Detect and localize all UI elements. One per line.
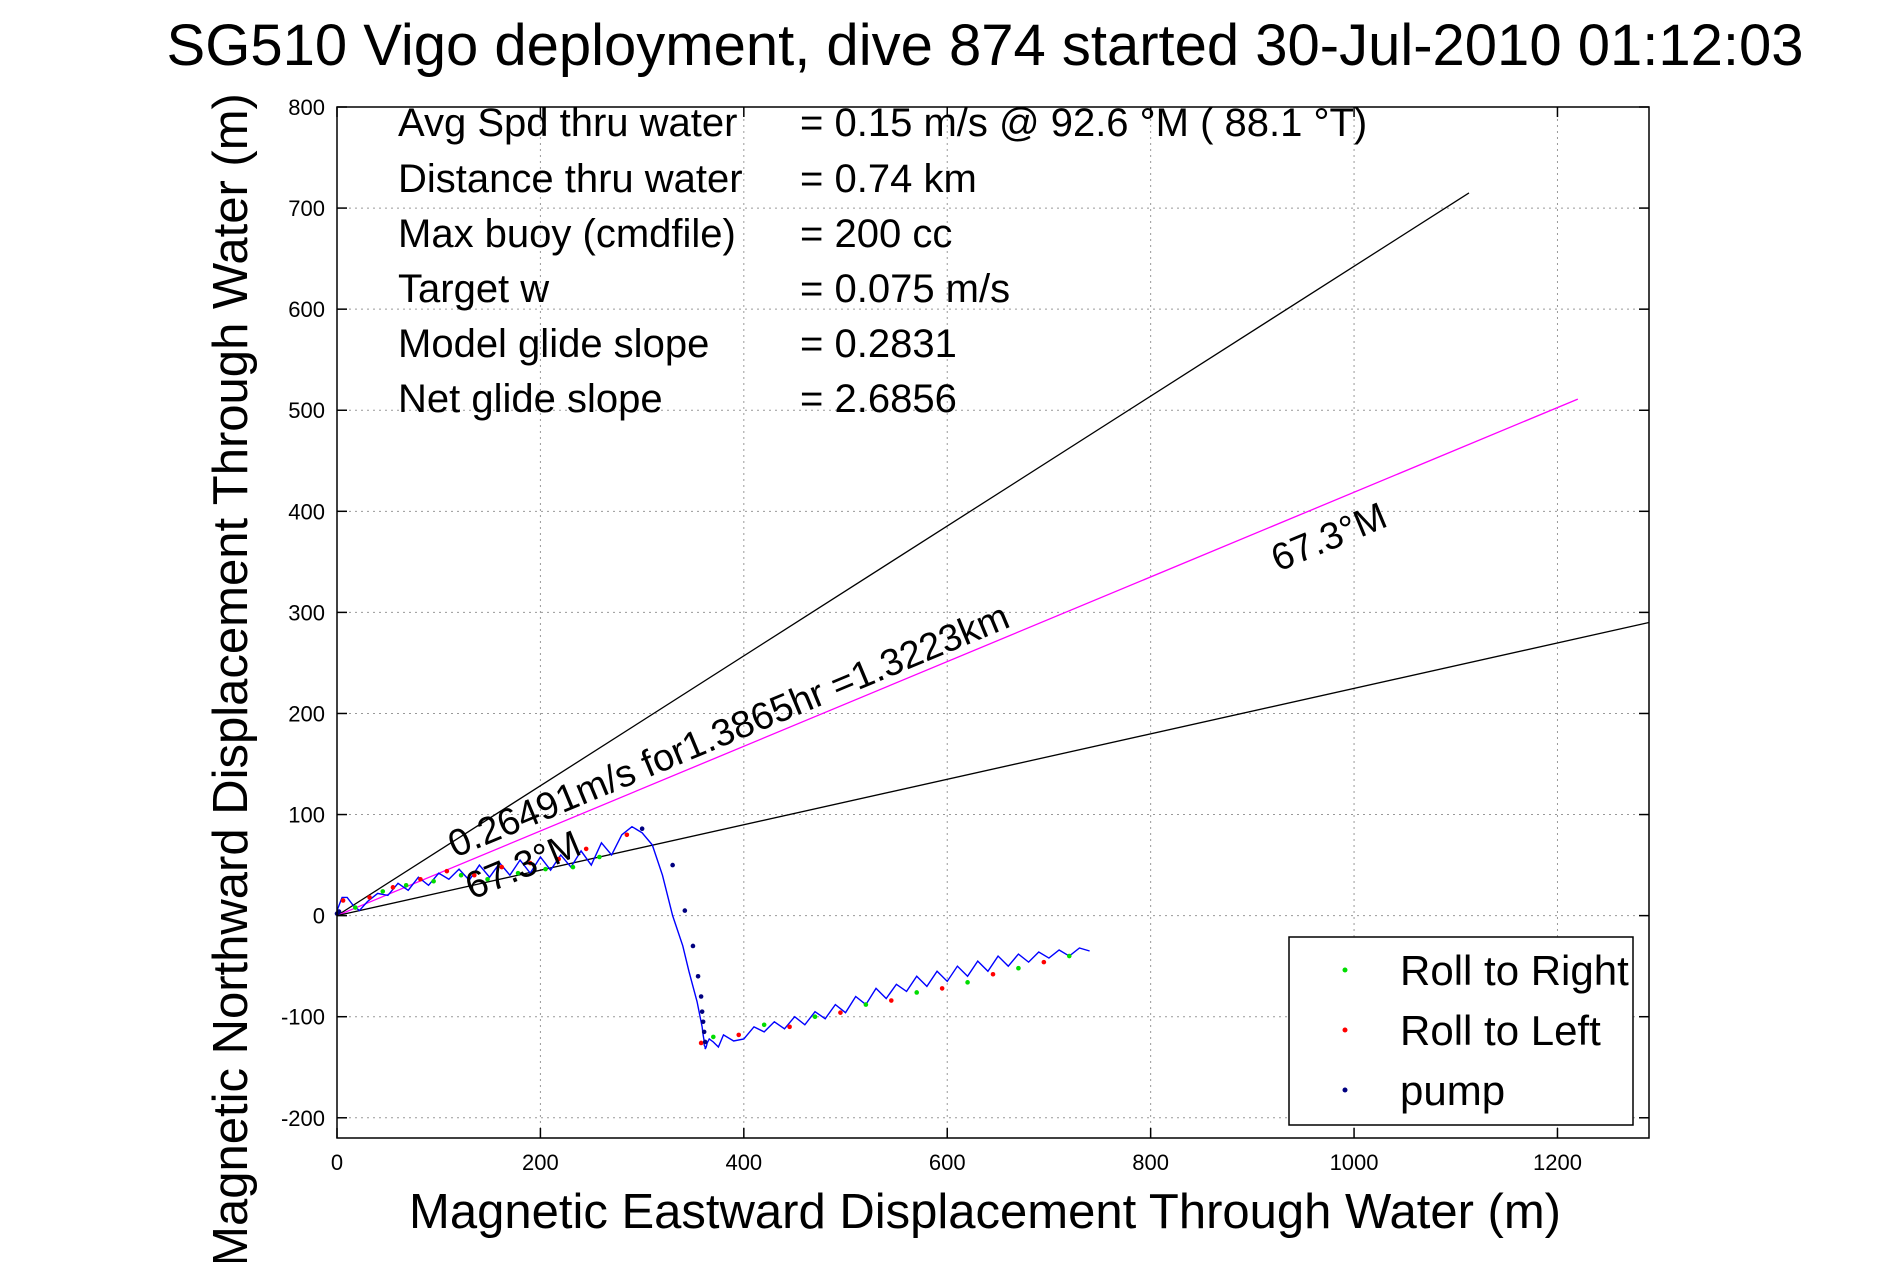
point-roll-to-right [431, 878, 436, 884]
legend-label-pump: pump [1400, 1067, 1505, 1114]
point-roll-to-left [367, 895, 372, 900]
point-roll-to-right [863, 1002, 869, 1007]
legend-marker-pump [1342, 1087, 1348, 1093]
point-pump [690, 943, 696, 949]
x-tick-label: 800 [1132, 1150, 1169, 1175]
point-pump [699, 1009, 705, 1014]
x-tick-label: 400 [725, 1150, 762, 1175]
y-axis-label: Magnetic Northward Displacement Through … [204, 93, 258, 1262]
info-label-4: Model glide slope [398, 322, 709, 366]
legend-label-roll-left: Roll to Left [1400, 1007, 1601, 1054]
point-pump [701, 1029, 707, 1035]
y-tick-label: 100 [288, 803, 325, 828]
info-value-3: = 0.075 m/s [800, 267, 1010, 311]
point-roll-to-left [583, 846, 589, 852]
point-roll-to-left [472, 872, 477, 878]
point-roll-to-left [499, 864, 505, 870]
reference-lines [336, 192, 1650, 917]
reference-line-1 [336, 398, 1579, 917]
legend-marker-roll-left [1342, 1027, 1348, 1033]
point-roll-to-right [597, 854, 602, 860]
point-roll-to-left [624, 832, 630, 838]
point-roll-to-left [838, 1010, 843, 1015]
point-roll-to-right [353, 905, 358, 910]
y-tick-label: 600 [288, 297, 325, 322]
point-roll-to-left [787, 1024, 792, 1030]
point-roll-to-right [380, 889, 386, 894]
info-value-0: = 0.15 m/s @ 92.6 °M ( 88.1 °T) [800, 101, 1367, 145]
point-roll-to-right [570, 864, 576, 870]
point-roll-to-right [965, 980, 970, 985]
reference-line-0 [336, 192, 1470, 917]
point-pump [695, 973, 701, 979]
point-roll-to-right [458, 872, 464, 878]
point-roll-to-left [736, 1032, 742, 1038]
point-pump [682, 908, 688, 913]
point-pump [639, 826, 645, 831]
legend-marker-roll-right [1342, 967, 1348, 973]
x-tick-label: 1000 [1330, 1150, 1379, 1175]
reference-line-2 [336, 621, 1650, 917]
point-roll-to-right [515, 870, 521, 876]
y-tick-label: -200 [281, 1106, 325, 1131]
point-roll-to-right [1066, 953, 1072, 959]
legend: Roll to Right Roll to Left pump [1288, 936, 1634, 1126]
y-tick-label: -100 [281, 1005, 325, 1030]
y-tick-label: 0 [313, 904, 325, 929]
point-pump [670, 862, 675, 868]
y-tick-label: 500 [288, 398, 325, 423]
point-roll-to-left [888, 998, 894, 1003]
x-tick-label: 200 [522, 1150, 559, 1175]
info-value-1: = 0.74 km [800, 157, 977, 201]
y-tick-label: 700 [288, 196, 325, 221]
series [334, 825, 1090, 1050]
point-roll-to-left [556, 856, 562, 862]
point-roll-to-left [698, 1040, 704, 1046]
point-roll-to-right [812, 1014, 818, 1020]
point-roll-to-right [543, 866, 548, 872]
ticks: 0 200 400 600 800 1000 1200 -200 -100 0 100 200 300 4… [281, 95, 1649, 1175]
point-pump [698, 994, 704, 999]
info-block: Avg Spd thru water = 0.15 m/s @ 92.6 °M … [398, 101, 1367, 421]
y-tick-label: 300 [288, 600, 325, 625]
point-roll-to-right [1016, 965, 1021, 971]
chart-title: SG510 Vigo deployment, dive 874 started … [167, 13, 1804, 78]
point-pump [700, 1019, 706, 1025]
info-value-4: = 0.2831 [800, 322, 957, 366]
point-roll-to-right [485, 876, 490, 882]
info-label-0: Avg Spd thru water [398, 101, 737, 145]
info-value-5: = 2.6856 [800, 377, 957, 421]
y-tick-label: 400 [288, 499, 325, 524]
point-pump [336, 909, 342, 914]
axes-box [336, 106, 1650, 1139]
x-tick-label: 600 [929, 1150, 966, 1175]
x-axis-label: Magnetic Eastward Displacement Through W… [409, 1185, 1561, 1239]
legend-label-roll-right: Roll to Right [1400, 947, 1629, 994]
y-tick-label: 800 [288, 95, 325, 120]
point-roll-to-left [1041, 959, 1047, 965]
point-roll-to-left [418, 876, 423, 882]
info-label-5: Net glide slope [398, 377, 663, 421]
info-value-2: = 200 cc [800, 212, 952, 256]
point-pump [702, 1039, 708, 1045]
point-roll-to-right [403, 883, 409, 888]
x-tick-label: 0 [331, 1150, 343, 1175]
point-roll-to-left [939, 986, 945, 991]
point-roll-to-left [990, 971, 996, 977]
point-roll-to-left [390, 885, 396, 890]
info-label-1: Distance thru water [398, 157, 743, 201]
point-roll-to-right [761, 1022, 767, 1028]
point-roll-to-left [444, 868, 450, 874]
point-roll-to-right [914, 990, 920, 995]
x-tick-label: 1200 [1533, 1150, 1582, 1175]
info-label-3: Target w [398, 267, 549, 311]
point-roll-to-right [711, 1034, 716, 1040]
series-line-track [336, 825, 1090, 1050]
point-roll-to-left [340, 898, 346, 903]
point-roll-to-left [527, 860, 533, 866]
y-tick-label: 200 [288, 701, 325, 726]
info-label-2: Max buoy (cmdfile) [398, 212, 736, 256]
